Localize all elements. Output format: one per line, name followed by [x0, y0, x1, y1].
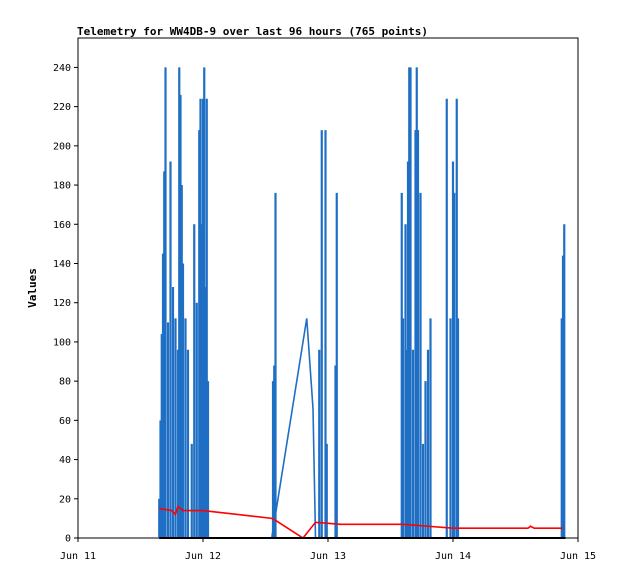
blue-series-line: [270, 318, 317, 539]
y-axis-label: Values: [26, 268, 39, 308]
y-tick-label: 140: [53, 259, 71, 270]
y-tick-label: 100: [53, 337, 71, 348]
series-layer: [158, 67, 566, 540]
y-tick-label: 240: [53, 63, 71, 74]
x-tick-label: Jun 12: [185, 551, 221, 562]
x-tick-label: Jun 15: [560, 551, 596, 562]
x-tick-label: Jun 14: [435, 551, 471, 562]
x-tick-label: Jun 13: [310, 551, 346, 562]
y-tick-label: 60: [59, 416, 71, 427]
y-tick-label: 120: [53, 298, 71, 309]
y-tick-label: 40: [59, 455, 71, 466]
axis-layer: 0 20 40 60 80 100 120 140 160 180 200 220 240 Jun 11 J…: [53, 63, 596, 562]
plot-area: [77, 37, 579, 539]
x-tick-label: Jun 11: [60, 551, 96, 562]
y-tick-label: 200: [53, 141, 71, 152]
y-tick-label: 180: [53, 181, 71, 192]
y-tick-label: 160: [53, 220, 71, 231]
y-tick-label: 20: [59, 494, 71, 505]
y-tick-label: 80: [59, 377, 71, 388]
chart-title: Telemetry for WW4DB-9 over last 96 hours…: [77, 25, 428, 38]
y-tick-label: 220: [53, 102, 71, 113]
y-tick-label: 0: [65, 534, 71, 545]
